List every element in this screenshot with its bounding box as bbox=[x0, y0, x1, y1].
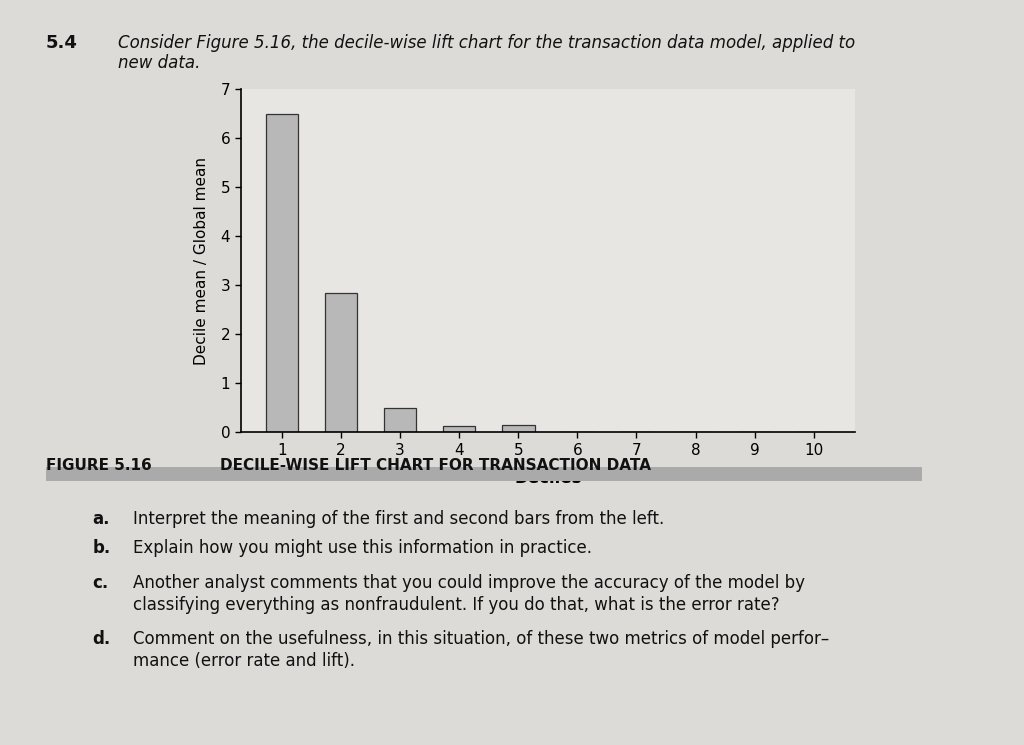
Bar bbox=[266, 114, 298, 432]
Text: mance (error rate and lift).: mance (error rate and lift). bbox=[133, 652, 355, 670]
Text: Interpret the meaning of the first and second bars from the left.: Interpret the meaning of the first and s… bbox=[133, 510, 665, 527]
Text: a.: a. bbox=[92, 510, 110, 527]
Text: Comment on the usefulness, in this situation, of these two metrics of model perf: Comment on the usefulness, in this situa… bbox=[133, 630, 829, 647]
X-axis label: Deciles: Deciles bbox=[514, 469, 582, 486]
Text: classifying everything as nonfraudulent. If you do that, what is the error rate?: classifying everything as nonfraudulent.… bbox=[133, 596, 779, 614]
Bar bbox=[325, 293, 357, 432]
Bar bbox=[502, 425, 535, 432]
Y-axis label: Decile mean / Global mean: Decile mean / Global mean bbox=[195, 156, 209, 365]
Text: new data.: new data. bbox=[118, 54, 200, 72]
Text: b.: b. bbox=[92, 539, 111, 557]
Text: c.: c. bbox=[92, 574, 109, 592]
Text: FIGURE 5.16: FIGURE 5.16 bbox=[46, 458, 152, 473]
Text: 5.4: 5.4 bbox=[46, 34, 78, 51]
Bar bbox=[384, 408, 417, 432]
Text: Explain how you might use this information in practice.: Explain how you might use this informati… bbox=[133, 539, 592, 557]
Text: d.: d. bbox=[92, 630, 111, 647]
Text: Another analyst comments that you could improve the accuracy of the model by: Another analyst comments that you could … bbox=[133, 574, 805, 592]
Bar bbox=[443, 426, 475, 432]
Text: Consider Figure 5.16, the decile-wise lift chart for the transaction data model,: Consider Figure 5.16, the decile-wise li… bbox=[118, 34, 855, 51]
Text: DECILE-WISE LIFT CHART FOR TRANSACTION DATA: DECILE-WISE LIFT CHART FOR TRANSACTION D… bbox=[220, 458, 651, 473]
